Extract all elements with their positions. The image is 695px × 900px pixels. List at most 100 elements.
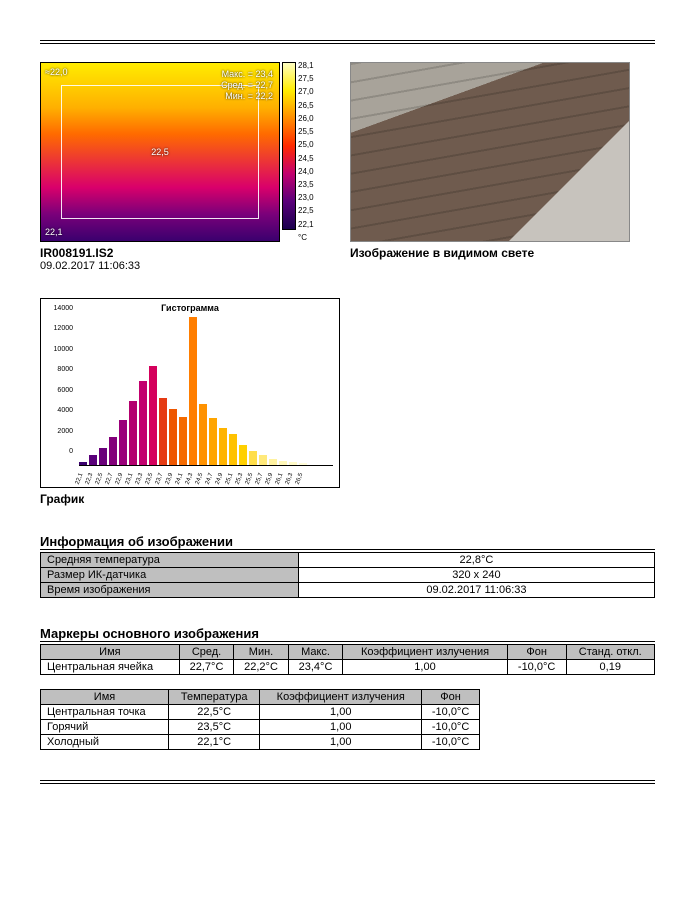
histo-y-tick: 0 — [45, 448, 73, 455]
table-cell: -10,0°C — [422, 735, 480, 750]
col-header: Фон — [422, 690, 480, 705]
info-value: 22,8°C — [298, 553, 654, 568]
histo-bar — [129, 401, 137, 465]
histo-bar — [109, 437, 117, 465]
image-info-table: Средняя температура22,8°CРазмер ИК-датчи… — [40, 552, 655, 598]
image-info-title: Информация об изображении — [40, 534, 655, 550]
colorbar-tick: 25,5 — [298, 128, 314, 136]
colorbar-tick: 24,0 — [298, 168, 314, 176]
colorbar-tick: 24,5 — [298, 155, 314, 163]
col-header: Имя — [41, 690, 169, 705]
colorbar-tick: 27,5 — [298, 75, 314, 83]
col-header: Мин. — [234, 645, 289, 660]
histo-y-tick: 12000 — [45, 325, 73, 332]
histogram-plot — [79, 315, 333, 466]
histo-y-tick: 6000 — [45, 387, 73, 394]
histo-bar — [189, 317, 197, 465]
colorbar — [282, 62, 296, 230]
info-label: Средняя температура — [41, 553, 299, 568]
markers-main-table: ИмяСред.Мин.Макс.Коэффициент излученияФо… — [40, 644, 655, 675]
colorbar-tick: 23,5 — [298, 181, 314, 189]
table-cell: Центральная точка — [41, 705, 169, 720]
table-cell: 1,00 — [260, 705, 422, 720]
page: ≈22,0 Макс. = 23,4Сред. = 22,7Мин. = 22,… — [0, 0, 695, 824]
col-header: Имя — [41, 645, 180, 660]
thermal-overlay-bl: 22,1 — [45, 227, 63, 237]
table-cell: Центральная ячейка — [41, 660, 180, 675]
col-header: Станд. откл. — [566, 645, 655, 660]
table-cell: 1,00 — [260, 735, 422, 750]
colorbar-tick: 26,0 — [298, 115, 314, 123]
histogram-bars — [79, 315, 333, 465]
histo-y-tick: 14000 — [45, 305, 73, 312]
col-header: Фон — [507, 645, 566, 660]
table-cell: 22,1°C — [169, 735, 260, 750]
colorbar-tick: 22,5 — [298, 207, 314, 215]
histogram: Гистограмма 1400012000100008000600040002… — [40, 298, 340, 488]
table-cell: Горячий — [41, 720, 169, 735]
histo-bar — [149, 366, 157, 465]
info-value: 320 x 240 — [298, 568, 654, 583]
histogram-y-axis: 14000120001000080006000400020000 — [45, 305, 73, 455]
table-row: Холодный22,1°C1,00-10,0°C — [41, 735, 480, 750]
colorbar-tick: 22,1 — [298, 221, 314, 229]
histo-y-tick: 8000 — [45, 366, 73, 373]
histo-bar — [199, 404, 207, 465]
info-value: 09.02.2017 11:06:33 — [298, 583, 654, 598]
bottom-rule — [40, 780, 655, 784]
histo-bar — [119, 420, 127, 465]
histo-bar — [99, 448, 107, 465]
histo-bar — [209, 418, 217, 465]
top-rule — [40, 40, 655, 44]
info-label: Размер ИК-датчика — [41, 568, 299, 583]
histo-bar — [139, 381, 147, 465]
histo-bar — [179, 417, 187, 465]
markers-main-title: Маркеры основного изображения — [40, 626, 655, 642]
markers-points-table: ИмяТемператураКоэффициент излученияФонЦе… — [40, 689, 480, 750]
thermal-datetime: 09.02.2017 11:06:33 — [40, 260, 320, 272]
thermal-overlay-tr: Макс. = 23,4Сред. = 22,7Мин. = 22,2 — [221, 69, 273, 102]
table-cell: 23,5°C — [169, 720, 260, 735]
colorbar-tick: 25,0 — [298, 141, 314, 149]
histogram-caption: График — [40, 492, 655, 506]
histo-bar — [169, 409, 177, 465]
colorbar-tick: 23,0 — [298, 194, 314, 202]
thermal-image-wrap: ≈22,0 Макс. = 23,4Сред. = 22,7Мин. = 22,… — [40, 62, 320, 242]
histo-bar — [229, 434, 237, 465]
visible-caption: Изображение в видимом свете — [350, 246, 630, 260]
col-header: Макс. — [288, 645, 343, 660]
colorbar-tick: 28,1 — [298, 62, 314, 70]
histo-y-tick: 4000 — [45, 407, 73, 414]
histogram-title: Гистограмма — [47, 303, 333, 313]
table-row: Средняя температура22,8°C — [41, 553, 655, 568]
histogram-x-axis: 22,122,322,522,722,923,123,323,523,723,9… — [77, 465, 333, 485]
thermal-overlay-tl: ≈22,0 — [45, 67, 67, 77]
table-cell: -10,0°C — [422, 705, 480, 720]
table-row: Горячий23,5°C1,00-10,0°C — [41, 720, 480, 735]
colorbar-tick: 27,0 — [298, 88, 314, 96]
table-cell: 0,19 — [566, 660, 655, 675]
histo-bar — [219, 428, 227, 466]
histo-bar — [239, 445, 247, 465]
colorbar-wrap: 28,1 27,5 27,0 26,5 26,0 25,5 25,0 24,5 24,0 23,5… — [280, 62, 320, 242]
visible-column: Изображение в видимом свете — [350, 62, 630, 260]
histo-bar — [159, 398, 167, 466]
thermal-filename: IR008191.IS2 — [40, 246, 320, 260]
table-row: Центральная точка22,5°C1,00-10,0°C — [41, 705, 480, 720]
table-cell: 1,00 — [343, 660, 507, 675]
table-row: Время изображения09.02.2017 11:06:33 — [41, 583, 655, 598]
thermal-column: ≈22,0 Макс. = 23,4Сред. = 22,7Мин. = 22,… — [40, 62, 320, 272]
table-row: Центральная ячейка22,7°C22,2°C23,4°C1,00… — [41, 660, 655, 675]
col-header: Коэффициент излучения — [343, 645, 507, 660]
col-header: Сред. — [179, 645, 234, 660]
histo-y-tick: 2000 — [45, 428, 73, 435]
table-cell: 22,7°C — [179, 660, 234, 675]
table-header-row: ИмяТемператураКоэффициент излученияФон — [41, 690, 480, 705]
table-cell: 23,4°C — [288, 660, 343, 675]
colorbar-ticks: 28,1 27,5 27,0 26,5 26,0 25,5 25,0 24,5 24,0 23,5… — [298, 62, 314, 242]
table-cell: Холодный — [41, 735, 169, 750]
table-row: Размер ИК-датчика320 x 240 — [41, 568, 655, 583]
table-cell: 22,5°C — [169, 705, 260, 720]
thermal-overlay-center: 22,5 — [151, 147, 169, 157]
colorbar-tick: 26,5 — [298, 102, 314, 110]
